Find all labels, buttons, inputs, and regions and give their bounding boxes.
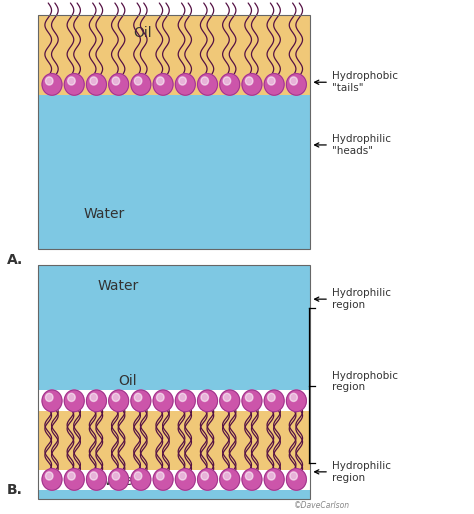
Circle shape [264, 469, 284, 490]
Circle shape [134, 77, 142, 85]
Circle shape [64, 469, 84, 490]
Circle shape [198, 390, 218, 412]
Circle shape [46, 77, 53, 85]
Text: Oil: Oil [133, 26, 152, 41]
Circle shape [223, 472, 231, 480]
Circle shape [156, 77, 164, 85]
Circle shape [86, 469, 106, 490]
Circle shape [131, 74, 151, 95]
Circle shape [86, 74, 106, 95]
Circle shape [179, 77, 186, 85]
Circle shape [109, 469, 128, 490]
Circle shape [246, 472, 253, 480]
Circle shape [179, 472, 186, 480]
Circle shape [175, 469, 195, 490]
Circle shape [64, 390, 84, 412]
Circle shape [223, 393, 231, 401]
Circle shape [42, 469, 62, 490]
Bar [38, 490, 310, 499]
Circle shape [109, 390, 128, 412]
Circle shape [156, 472, 164, 480]
Circle shape [268, 77, 275, 85]
Circle shape [264, 390, 284, 412]
Circle shape [175, 74, 195, 95]
Circle shape [153, 469, 173, 490]
Circle shape [198, 469, 218, 490]
Text: A.: A. [7, 253, 23, 267]
Text: B.: B. [7, 483, 23, 497]
Circle shape [156, 393, 164, 401]
Circle shape [64, 74, 84, 95]
Circle shape [290, 77, 297, 85]
Text: Hydrophilic
region: Hydrophilic region [315, 461, 391, 483]
Circle shape [268, 472, 275, 480]
Circle shape [290, 393, 297, 401]
Circle shape [220, 74, 240, 95]
Circle shape [286, 469, 306, 490]
Circle shape [223, 77, 231, 85]
Circle shape [201, 77, 209, 85]
Circle shape [68, 472, 75, 480]
Circle shape [46, 393, 53, 401]
Text: Hydrophobic
region: Hydrophobic region [332, 371, 398, 392]
Circle shape [86, 390, 106, 412]
Bar [38, 265, 310, 499]
Text: Hydrophilic
"heads": Hydrophilic "heads" [315, 134, 391, 156]
Circle shape [268, 393, 275, 401]
Text: Water: Water [98, 473, 139, 488]
Circle shape [246, 77, 253, 85]
Bar [38, 411, 310, 470]
Text: Oil: Oil [118, 374, 137, 389]
Text: Water: Water [83, 207, 125, 222]
Circle shape [90, 393, 98, 401]
Text: ©DaveCarlson: ©DaveCarlson [294, 501, 350, 510]
Circle shape [175, 390, 195, 412]
Bar [38, 15, 310, 249]
Circle shape [264, 74, 284, 95]
Circle shape [42, 74, 62, 95]
Circle shape [112, 472, 119, 480]
Circle shape [68, 393, 75, 401]
Circle shape [242, 74, 262, 95]
Circle shape [242, 390, 262, 412]
Circle shape [131, 390, 151, 412]
Circle shape [68, 77, 75, 85]
Circle shape [220, 390, 240, 412]
Circle shape [46, 472, 53, 480]
Circle shape [153, 390, 173, 412]
Circle shape [286, 74, 306, 95]
Text: Hydrophilic
region: Hydrophilic region [315, 288, 391, 310]
Circle shape [109, 74, 128, 95]
Text: Water: Water [98, 279, 139, 293]
Circle shape [112, 393, 119, 401]
Text: Hydrophobic
"tails": Hydrophobic "tails" [315, 71, 398, 93]
Bar [38, 95, 310, 249]
Circle shape [134, 393, 142, 401]
Circle shape [179, 393, 186, 401]
Circle shape [286, 390, 306, 412]
Circle shape [201, 472, 209, 480]
Circle shape [198, 74, 218, 95]
Circle shape [42, 390, 62, 412]
Bar [38, 265, 310, 390]
Circle shape [153, 74, 173, 95]
Circle shape [131, 469, 151, 490]
Bar [38, 15, 310, 96]
Circle shape [246, 393, 253, 401]
Circle shape [201, 393, 209, 401]
Circle shape [90, 77, 98, 85]
Circle shape [220, 469, 240, 490]
Circle shape [134, 472, 142, 480]
Circle shape [112, 77, 119, 85]
Circle shape [90, 472, 98, 480]
Circle shape [242, 469, 262, 490]
Circle shape [290, 472, 297, 480]
